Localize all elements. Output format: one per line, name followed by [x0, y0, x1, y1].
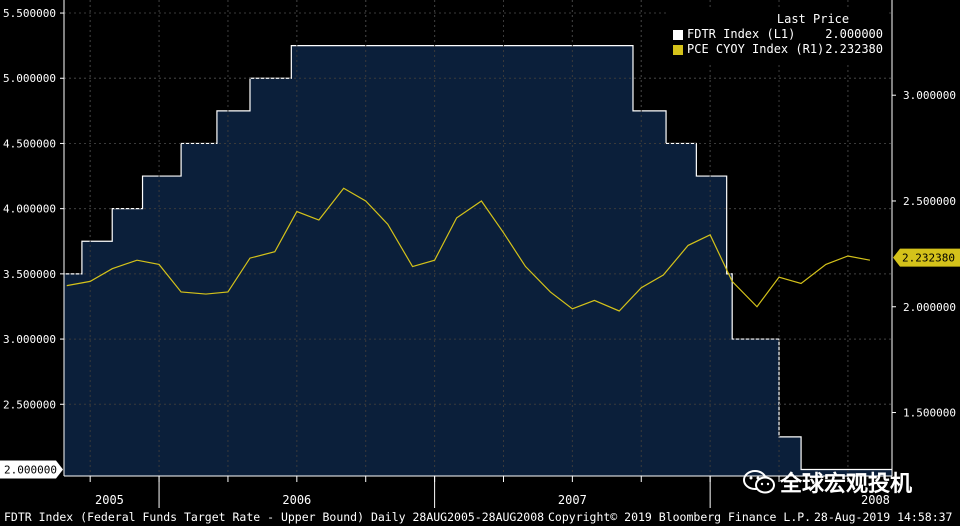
left-tick-label: 3.000000 [3, 333, 56, 346]
legend-swatch-fdtr [673, 29, 683, 40]
legend-name-pce: PCE CYOY Index (R1) [687, 42, 825, 56]
fdtr-area [64, 45, 892, 477]
x-year-label: 2007 [558, 493, 587, 507]
x-axis: 2005 2006 2007 2008 [64, 475, 892, 508]
left-tick-label: 4.500000 [3, 137, 56, 150]
left-last-value-label: 2.000000 [4, 463, 57, 476]
right-axis: 3.000000 2.500000 2.000000 1.500000 2.232380 [891, 0, 960, 476]
left-last-value-tag [0, 460, 63, 479]
legend: Last Price FDTR Index (L1) 2.000000 PCE … [667, 8, 889, 64]
footer: FDTR Index (Federal Funds Target Rate - … [0, 509, 960, 526]
left-tick-label: 2.500000 [3, 398, 56, 411]
right-tick-label: 1.500000 [903, 407, 956, 420]
right-last-value-label: 2.232380 [902, 252, 955, 265]
left-tick-label: 5.000000 [3, 72, 56, 85]
x-year-label: 2008 [861, 493, 890, 507]
footer-description: FDTR Index (Federal Funds Target Rate - … [4, 510, 545, 524]
left-tick-label: 4.000000 [3, 203, 56, 216]
left-tick-label: 3.500000 [3, 268, 56, 281]
watermark: 全球宏观投机 [742, 468, 913, 497]
pce-line-layer [66, 187, 871, 312]
legend-header: Last Price [776, 12, 850, 26]
right-last-value-tag [893, 248, 960, 267]
legend-name-fdtr: FDTR Index (L1) [687, 27, 796, 41]
fdtr-area-layer [64, 0, 892, 477]
right-tick-label: 3.000000 [903, 89, 956, 102]
watermark-text: 全球宏观投机 [780, 472, 913, 497]
footer-copyright: Copyright© 2019 Bloomberg Finance L.P. [548, 510, 812, 524]
wechat-icon [743, 470, 775, 494]
legend-value-fdtr: 2.000000 [825, 27, 883, 41]
x-year-label: 2006 [282, 493, 311, 507]
footer-timestamp: 28-Aug-2019 14:58:37 [814, 510, 953, 524]
left-tick-label: 5.500000 [3, 7, 56, 20]
x-year-label: 2005 [95, 493, 124, 507]
legend-swatch-pce [673, 44, 683, 55]
right-tick-label: 2.500000 [903, 195, 956, 208]
right-tick-label: 2.000000 [903, 301, 956, 314]
legend-value-pce: 2.232380 [825, 42, 883, 56]
left-axis: 5.500000 5.000000 4.500000 4.000000 3.500000… [0, 0, 65, 479]
legend-entry-fdtr: FDTR Index (L1) 2.000000 [667, 27, 889, 42]
pce-line [66, 187, 871, 312]
legend-entry-pce: PCE CYOY Index (R1) 2.232380 [667, 42, 889, 57]
